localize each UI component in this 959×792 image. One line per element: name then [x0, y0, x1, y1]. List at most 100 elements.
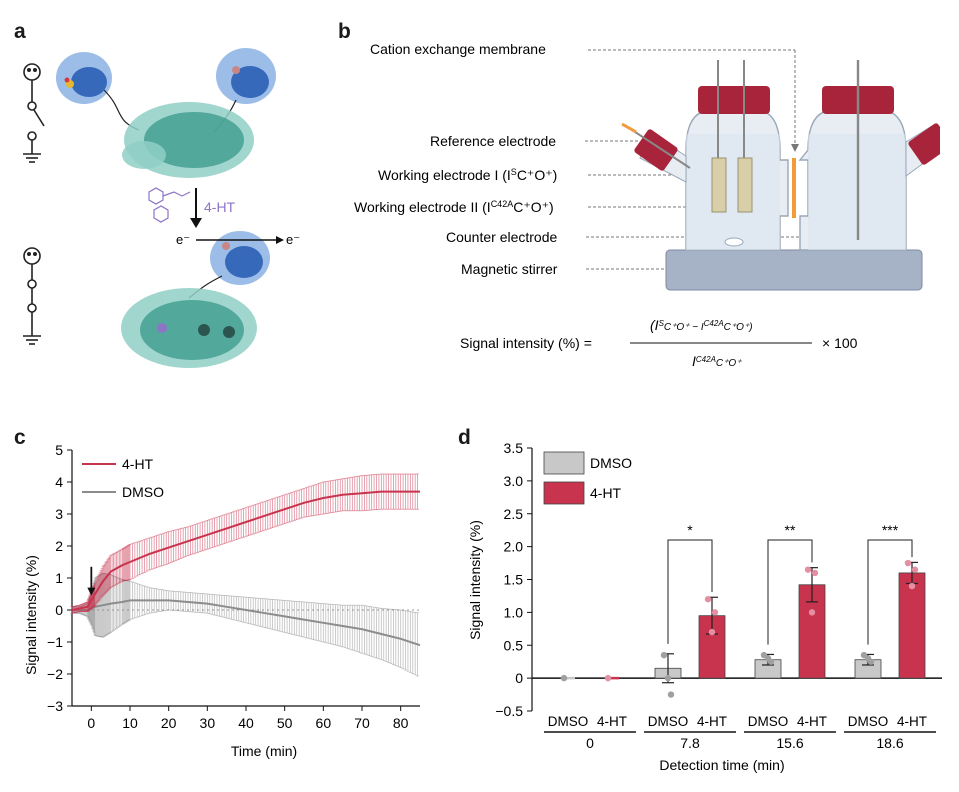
- data-point: [560, 674, 568, 682]
- side-cap: [908, 123, 940, 165]
- switch-closed-symbol: [23, 247, 41, 345]
- data-point: [908, 582, 916, 590]
- group-condition-label: DMSO: [748, 714, 789, 729]
- significance-stars: ***: [882, 522, 899, 538]
- panel-letter-c: c: [14, 426, 26, 449]
- label-working1: Working electrode I (ISC⁺O⁺): [378, 167, 557, 183]
- data-point: [804, 566, 812, 573]
- chart-c-ytick-label: 3: [55, 506, 63, 522]
- group-condition-label: 4-HT: [697, 714, 727, 729]
- reference-electrode: [631, 129, 691, 169]
- chart-c-series-4ht: [70, 473, 420, 614]
- chart-c-xtick-label: 80: [393, 715, 409, 731]
- chart-d-ylabel: Signal intensity (%): [467, 520, 483, 640]
- data-point: [664, 674, 672, 682]
- chart-d-ytick-label: 3.5: [504, 440, 524, 456]
- chart-d-ytick-label: 0: [515, 670, 523, 686]
- significance-stars: *: [687, 522, 693, 538]
- protein-open-state: [56, 48, 276, 178]
- panel-a-schematic: 4-HT e⁻ e⁻: [23, 48, 300, 368]
- chart-d-ytick-label: 1.5: [504, 572, 524, 588]
- group-time-label: 18.6: [876, 735, 903, 751]
- chart-c-ytick-label: 5: [55, 442, 63, 458]
- data-point: [904, 559, 912, 567]
- formula-multiplier: × 100: [822, 335, 858, 351]
- label-stirrer: Magnetic stirrer: [461, 261, 558, 277]
- group-condition-label: 4-HT: [597, 714, 627, 729]
- switch-open-symbol: [23, 63, 45, 163]
- group-condition-label: 4-HT: [897, 714, 927, 729]
- chart-d-xlabel: Detection time (min): [659, 757, 784, 773]
- series-line: [71, 490, 420, 611]
- legend-swatch-dmso: [543, 451, 585, 475]
- electron-in-label: e⁻: [176, 232, 190, 247]
- label-membrane: Cation exchange membrane: [370, 41, 546, 57]
- formula-numerator: (ISC⁺O⁺ − IC42AC⁺O⁺): [650, 317, 753, 333]
- formula-lhs: Signal intensity (%) =: [460, 335, 592, 351]
- chart-c-ytick-label: −3: [47, 698, 63, 714]
- chart-c-xtick-label: 60: [316, 715, 332, 731]
- chart-c-ytick-label: 1: [55, 570, 63, 586]
- panel-c-line-chart: Signal intensity (%) Time (min) −3 −2 −1 0 1…: [23, 442, 421, 759]
- magnetic-stirrer-plate: [665, 249, 923, 291]
- ligand-molecule: [148, 187, 191, 223]
- data-point: [711, 609, 719, 616]
- data-point: [764, 655, 772, 662]
- data-point: [604, 674, 612, 682]
- working-electrode-1: [711, 157, 727, 213]
- group-time-label: 15.6: [776, 735, 803, 751]
- label-working2: Working electrode II (IC42AC⁺O⁺): [354, 199, 554, 215]
- data-point: [708, 628, 716, 636]
- bar-4ht-1: [698, 615, 726, 679]
- chart-c-ytick-label: 2: [55, 538, 63, 554]
- significance-stars: **: [785, 522, 796, 538]
- data-point: [864, 655, 872, 662]
- panel-b-cell-diagram: Cation exchange membrane Reference elect…: [354, 41, 940, 369]
- chart-d-ytick-label: −0.5: [495, 703, 523, 719]
- chart-d-ytick-label: 2.0: [504, 539, 524, 555]
- legend-label-4ht: 4-HT: [590, 485, 622, 501]
- legend-label-dmso: DMSO: [122, 484, 164, 500]
- bar-4ht-3: [898, 572, 926, 679]
- ligand-label: 4-HT: [204, 199, 236, 215]
- legend-swatch-4ht: [543, 481, 585, 505]
- data-point: [808, 609, 816, 616]
- legend-label-dmso: DMSO: [590, 455, 632, 471]
- group-condition-label: DMSO: [848, 714, 889, 729]
- chart-c-xtick-label: 30: [200, 715, 216, 731]
- chart-c-ytick-label: −2: [47, 666, 63, 682]
- significance-bracket: [767, 539, 813, 645]
- cation-exchange-membrane: [792, 158, 796, 218]
- chart-c-ytick-label: −1: [47, 634, 63, 650]
- stir-bar: [724, 237, 744, 247]
- chart-c-xtick-label: 50: [277, 715, 293, 731]
- data-point: [704, 596, 712, 603]
- group-condition-label: 4-HT: [797, 714, 827, 729]
- data-point: [667, 691, 675, 698]
- label-reference: Reference electrode: [430, 133, 556, 149]
- chart-c-ytick-label: 0: [55, 602, 63, 618]
- chart-c-xtick-label: 70: [354, 715, 370, 731]
- chart-d-ytick-label: 3.0: [504, 473, 524, 489]
- significance-bracket: [867, 539, 913, 645]
- group-time-label: 7.8: [680, 735, 700, 751]
- significance-bracket: [667, 539, 713, 644]
- chart-d-ytick-label: 1.0: [504, 604, 524, 620]
- data-point: [811, 569, 819, 577]
- chart-c-xtick-label: 10: [122, 715, 138, 731]
- injection-arrowhead: [87, 587, 96, 596]
- chart-c-xtick-label: 40: [238, 715, 254, 731]
- group-condition-label: DMSO: [548, 714, 589, 729]
- legend-label-4ht: 4-HT: [122, 456, 154, 472]
- protein-closed-state: [121, 231, 270, 368]
- chart-c-xtick-label: 0: [87, 715, 95, 731]
- electron-out-label: e⁻: [286, 232, 300, 247]
- label-counter: Counter electrode: [446, 229, 558, 245]
- data-point: [660, 651, 668, 659]
- working-electrode-2: [737, 157, 753, 213]
- panel-letter-d: d: [458, 426, 471, 449]
- chart-c-ylabel: Signal intensity (%): [23, 555, 39, 675]
- group-time-label: 0: [586, 735, 594, 751]
- panel-letter-b: b: [338, 20, 351, 43]
- chart-d-ytick-label: 0.5: [504, 637, 524, 653]
